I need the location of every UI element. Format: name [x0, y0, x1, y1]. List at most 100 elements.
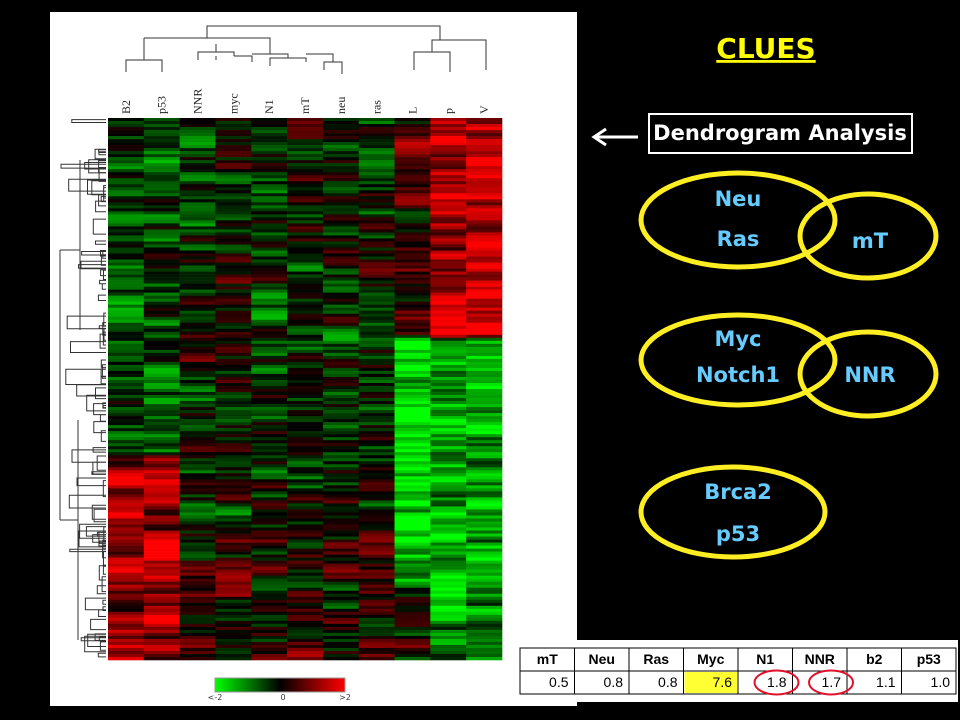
heatmap-cell: [466, 286, 503, 290]
heatmap-cell: [179, 193, 216, 197]
heatmap-cell: [394, 343, 431, 348]
heatmap-cell: [430, 190, 467, 194]
heatmap-cell: [430, 506, 467, 510]
heatmap-cell: [215, 575, 252, 579]
heatmap-cell: [394, 352, 431, 357]
heatmap-cell: [466, 226, 503, 230]
heatmap-cell: [143, 413, 180, 417]
heatmap-cell: [466, 202, 503, 206]
heatmap-cell: [394, 437, 431, 441]
heatmap-cell: [108, 449, 145, 453]
heatmap-cell: [179, 139, 216, 143]
heatmap-cell: [358, 413, 395, 417]
heatmap-cell: [358, 548, 395, 552]
heatmap-cell: [179, 476, 216, 480]
heatmap-cell: [394, 530, 431, 534]
heatmap-cell: [108, 136, 145, 140]
heatmap-cell: [287, 226, 324, 230]
heatmap-cell: [179, 392, 216, 396]
heatmap-cell: [287, 635, 324, 640]
heatmap-cell: [287, 193, 324, 197]
heatmap-cell: [108, 413, 145, 417]
heatmap-cell: [358, 608, 395, 613]
heatmap-cell: [179, 217, 216, 221]
column-label: N1: [262, 99, 276, 114]
heatmap-cell: [143, 620, 180, 625]
heatmap-cell: [358, 521, 395, 525]
heatmap-cell: [322, 611, 360, 616]
heatmap-cell: [466, 310, 503, 315]
heatmap-cell: [251, 334, 288, 339]
heatmap-cell: [143, 476, 180, 480]
heatmap-cell: [251, 136, 288, 140]
heatmap-cell: [179, 599, 216, 604]
heatmap-cell: [322, 349, 360, 354]
heatmap-cell: [287, 235, 324, 239]
heatmap-cell: [430, 196, 467, 200]
heatmap-cell: [322, 623, 360, 628]
heatmap-cell: [322, 148, 360, 152]
heatmap-cell: [466, 392, 503, 396]
heatmap-cell: [322, 557, 360, 561]
heatmap-cell: [179, 518, 216, 522]
heatmap-cell: [430, 265, 467, 269]
heatmap-cell: [251, 340, 288, 345]
heatmap-cell: [215, 464, 252, 468]
heatmap-cell: [287, 623, 324, 628]
heatmap-cell: [358, 644, 395, 649]
heatmap-cell: [466, 118, 503, 122]
heatmap-cell: [322, 587, 360, 592]
heatmap-cell: [466, 358, 503, 363]
heatmap-cell: [179, 512, 216, 516]
heatmap-cell: [466, 488, 503, 492]
arrow: [591, 127, 638, 147]
heatmap-cell: [394, 449, 431, 453]
heatmap-cell: [394, 572, 431, 576]
heatmap-cell: [143, 512, 180, 516]
heatmap-cell: [430, 494, 467, 498]
heatmap-cell: [143, 440, 180, 444]
heatmap-cell: [430, 280, 467, 284]
heatmap-cell: [358, 395, 395, 399]
heatmap-cell: [394, 247, 431, 251]
heatmap-cell: [358, 431, 395, 435]
heatmap-cell: [251, 178, 288, 182]
heatmap-cell: [287, 434, 324, 438]
heatmap-cell: [108, 404, 145, 408]
heatmap-cell: [108, 253, 145, 257]
heatmap-cell: [215, 488, 252, 492]
heatmap-cell: [108, 563, 145, 567]
heatmap-cell: [358, 554, 395, 558]
heatmap-cell: [215, 479, 252, 483]
heatmap-cell: [358, 334, 395, 339]
heatmap-cell: [251, 653, 288, 658]
heatmap-cell: [251, 139, 288, 143]
heatmap-cell: [430, 370, 467, 375]
heatmap-cell: [179, 551, 216, 555]
heatmap-cell: [287, 238, 324, 242]
heatmap-cell: [215, 247, 252, 251]
heatmap-cell: [179, 235, 216, 239]
heatmap-cell: [143, 205, 180, 209]
heatmap-cell: [179, 241, 216, 245]
heatmap-cell: [430, 121, 467, 125]
heatmap-cell: [394, 632, 431, 637]
heatmap-cell: [143, 434, 180, 438]
heatmap-cell: [358, 367, 395, 372]
heatmap-cell: [394, 620, 431, 625]
heatmap-cell: [179, 401, 216, 405]
heatmap-cell: [466, 295, 503, 299]
heatmap-cell: [108, 647, 145, 652]
heatmap-cell: [143, 328, 180, 333]
heatmap-cell: [251, 343, 288, 348]
heatmap-cell: [430, 518, 467, 522]
heatmap-cell: [143, 485, 180, 489]
heatmap-cell: [108, 578, 145, 583]
heatmap-cell: [358, 145, 395, 149]
heatmap-cell: [394, 118, 431, 122]
heatmap-cell: [251, 656, 288, 661]
heatmap-cell: [322, 229, 360, 233]
heatmap-cell: [179, 431, 216, 435]
heatmap-cell: [108, 376, 145, 381]
heatmap-cell: [143, 497, 180, 501]
